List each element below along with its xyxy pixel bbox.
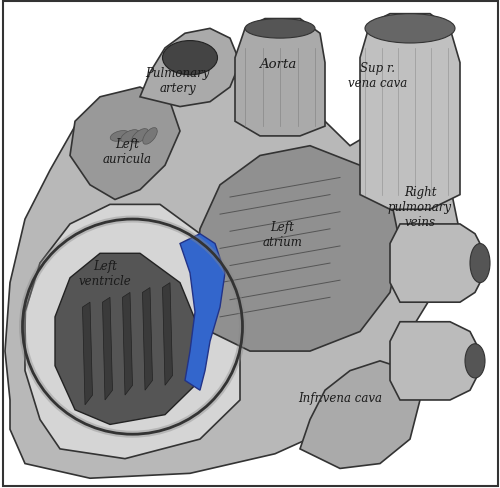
- Ellipse shape: [470, 244, 490, 283]
- Polygon shape: [390, 322, 480, 400]
- Polygon shape: [390, 224, 485, 303]
- Polygon shape: [140, 29, 240, 107]
- Polygon shape: [102, 298, 113, 400]
- Ellipse shape: [142, 128, 158, 145]
- Polygon shape: [162, 283, 172, 386]
- Polygon shape: [180, 234, 225, 390]
- Text: Infr.vena cava: Infr.vena cava: [298, 391, 382, 404]
- Polygon shape: [82, 303, 92, 405]
- Polygon shape: [195, 146, 400, 351]
- Polygon shape: [25, 205, 240, 459]
- Text: Right
pulmonary
veins: Right pulmonary veins: [388, 186, 452, 229]
- Polygon shape: [300, 361, 420, 468]
- Polygon shape: [55, 254, 200, 425]
- Text: Pulmonary
artery: Pulmonary artery: [146, 66, 210, 95]
- Ellipse shape: [110, 131, 130, 142]
- Ellipse shape: [162, 41, 218, 76]
- Text: Left
ventricle: Left ventricle: [78, 259, 132, 287]
- Ellipse shape: [365, 15, 455, 44]
- Polygon shape: [142, 288, 152, 390]
- Ellipse shape: [132, 129, 148, 144]
- Text: Aorta: Aorta: [259, 58, 296, 71]
- Text: Sup r.
vena cava: Sup r. vena cava: [348, 61, 407, 90]
- Polygon shape: [360, 15, 460, 210]
- Polygon shape: [122, 293, 132, 395]
- Polygon shape: [235, 20, 325, 137]
- Polygon shape: [70, 88, 180, 200]
- Text: Left
atrium: Left atrium: [262, 220, 302, 248]
- Ellipse shape: [245, 20, 315, 39]
- Text: Left
auricula: Left auricula: [103, 137, 152, 165]
- Ellipse shape: [121, 130, 139, 143]
- Polygon shape: [5, 73, 460, 478]
- Ellipse shape: [465, 344, 485, 378]
